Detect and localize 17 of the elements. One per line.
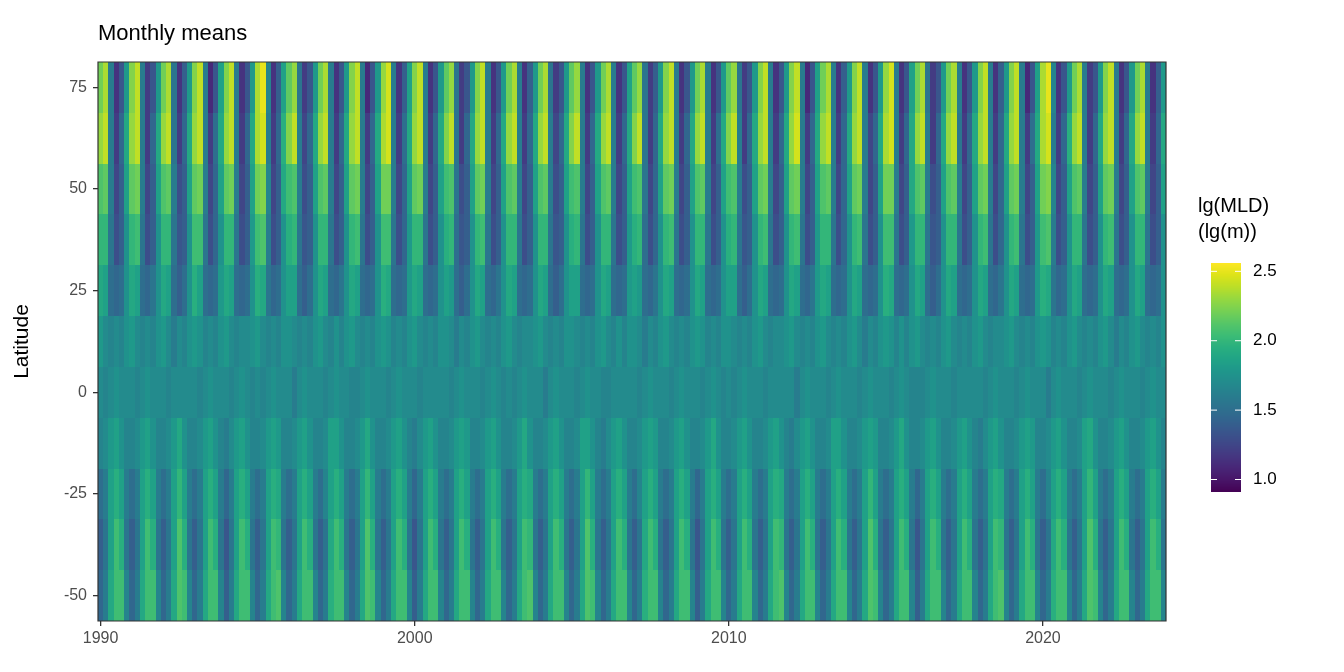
x-tick-label: 2010 [711, 629, 747, 647]
y-tick-label: -50 [63, 586, 88, 603]
y-tick-label: 25 [69, 281, 88, 299]
y-axis-title: Latitude [9, 304, 33, 379]
y-tick-label: 0 [78, 382, 88, 400]
color-bar-label: 2.0 [1253, 330, 1277, 350]
x-tick-label: 2020 [1025, 629, 1061, 647]
color-bar-label: 2.5 [1253, 261, 1277, 281]
y-tick-label: -25 [63, 484, 88, 502]
color-bar-title: lg(MLD) (lg(m)) [1198, 194, 1270, 242]
y-tick-label: 50 [69, 179, 88, 197]
x-tick-label: 2000 [396, 629, 433, 647]
color-bar-label: 1.5 [1253, 399, 1277, 419]
x-tick-label: 1990 [82, 629, 119, 647]
y-tick-label: 75 [69, 77, 88, 95]
chart-title: Monthly means [98, 20, 248, 45]
color-bar-label: 1.0 [1253, 469, 1277, 489]
